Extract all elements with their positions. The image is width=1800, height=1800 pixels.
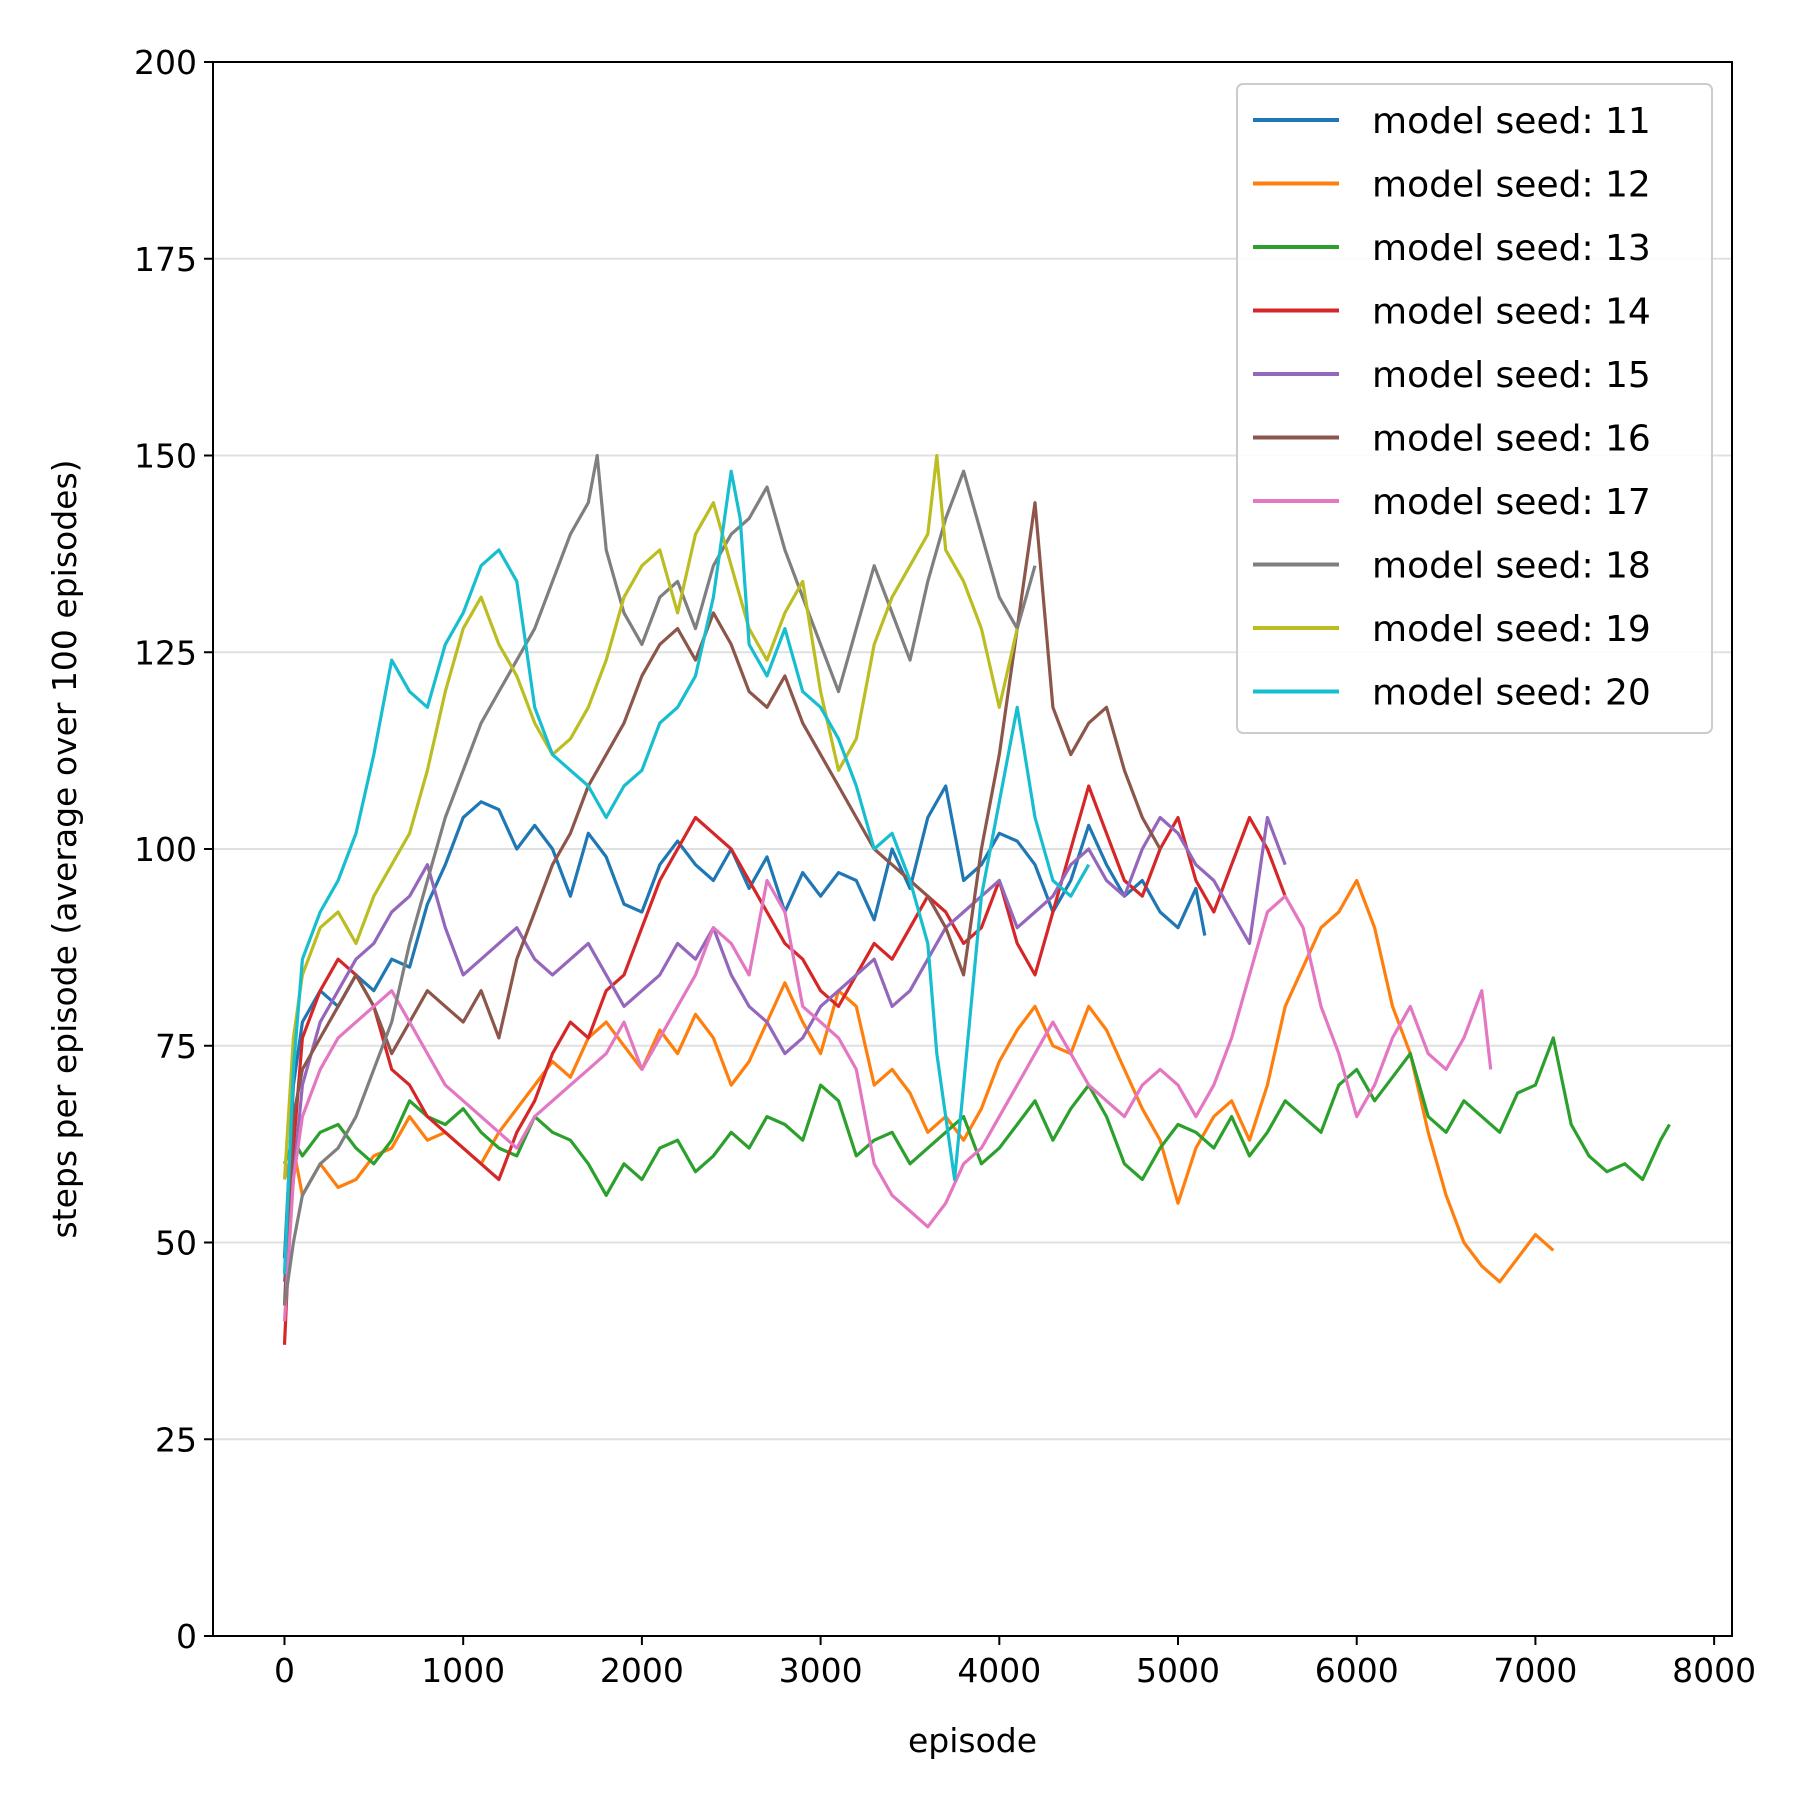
legend-label: model seed: 11: [1372, 101, 1651, 142]
series-line-6: [282, 501, 1162, 1306]
legend-label: model seed: 16: [1372, 419, 1651, 460]
series-line-9: [282, 453, 1019, 1180]
y-axis: 0 25 50 75 100 125 150 175 200: [134, 43, 213, 1656]
x-tick-label: 4000: [957, 1651, 1041, 1690]
y-tick-label: 75: [155, 1027, 197, 1066]
y-tick-label: 25: [155, 1420, 197, 1459]
series-line-10: [282, 469, 1091, 1275]
series-line-4: [282, 784, 1287, 1345]
gridlines: [213, 257, 1732, 1441]
legend-label: model seed: 18: [1372, 546, 1651, 587]
series-line-3: [283, 1036, 1671, 1197]
y-tick-label: 175: [134, 240, 197, 279]
series-line-5: [282, 815, 1287, 1282]
x-tick-label: 6000: [1315, 1651, 1399, 1690]
y-tick-label: 125: [134, 633, 197, 672]
y-tick-label: 150: [134, 437, 197, 476]
legend-label: model seed: 19: [1372, 609, 1651, 650]
legend-label: model seed: 17: [1372, 482, 1651, 523]
series-line-1: [282, 784, 1207, 1259]
x-axis-label: episode: [908, 1721, 1037, 1760]
legend-box: [1236, 83, 1713, 734]
legend-label: model seed: 20: [1372, 673, 1651, 714]
x-tick-label: 7000: [1493, 1651, 1577, 1690]
y-axis-label: steps per episode (average over 100 epis…: [45, 459, 84, 1238]
x-tick-label: 0: [274, 1651, 295, 1690]
x-tick-label: 8000: [1672, 1651, 1756, 1690]
x-tick-label: 3000: [779, 1651, 863, 1690]
x-axis: 0 1000 2000 3000 4000 5000 6000 7000 8000: [274, 1636, 1756, 1690]
legend: model seed: 11 model seed: 12 model seed: …: [1236, 83, 1713, 734]
x-tick-label: 1000: [421, 1651, 505, 1690]
y-tick-label: 50: [155, 1224, 197, 1263]
legend-label: model seed: 14: [1372, 292, 1651, 333]
legend-label: model seed: 12: [1372, 165, 1651, 206]
y-tick-label: 0: [176, 1617, 197, 1656]
series-line-7: [282, 878, 1493, 1322]
legend-label: model seed: 15: [1372, 355, 1651, 396]
x-tick-label: 5000: [1136, 1651, 1220, 1690]
series-lines: [282, 453, 1671, 1345]
y-tick-label: 100: [134, 830, 197, 869]
series-line-8: [282, 453, 1037, 1306]
legend-label: model seed: 13: [1372, 228, 1651, 269]
y-tick-label: 200: [134, 43, 197, 82]
x-tick-label: 2000: [600, 1651, 684, 1690]
